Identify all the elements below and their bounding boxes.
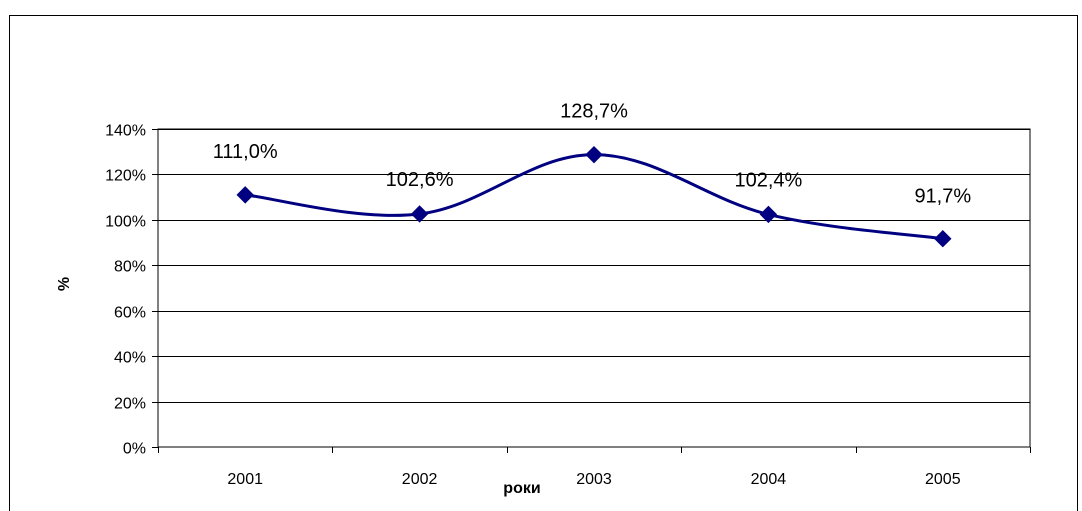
- data-point-marker: [759, 205, 778, 224]
- data-point-marker: [934, 230, 952, 248]
- y-tick-label: 100%: [105, 214, 146, 231]
- x-tick-label: 2003: [576, 471, 612, 488]
- axes: [152, 128, 1031, 453]
- y-tick-label: 120%: [105, 168, 146, 185]
- y-tick-label: 140%: [105, 123, 146, 140]
- x-tick-label: 2005: [925, 471, 961, 488]
- data-point-marker: [236, 186, 254, 204]
- y-axis-title: %: [56, 277, 73, 291]
- data-label: 91,7%: [914, 186, 971, 208]
- y-tick-label: 80%: [114, 259, 146, 276]
- y-tick-label: 60%: [114, 305, 146, 322]
- x-axis-title: роки: [503, 480, 540, 497]
- plot-area: [157, 128, 1031, 448]
- x-tick-label: 2002: [402, 471, 438, 488]
- y-tick-label: 40%: [114, 350, 146, 367]
- data-label: 102,4%: [734, 169, 802, 191]
- x-tick-label: 2004: [751, 471, 787, 488]
- y-tick-labels: 0% 20% 40% 60% 80% 100% 120% 140%: [105, 123, 146, 458]
- chart-border: [9, 15, 1078, 511]
- x-tick-label: 2001: [227, 471, 263, 488]
- y-tick-label: 0%: [123, 441, 146, 458]
- markers: [236, 145, 952, 248]
- data-point-marker: [410, 205, 429, 223]
- data-label: 111,0%: [213, 141, 278, 163]
- data-labels: 111,0% 102,6% 128,7% 102,4% 91,7%: [213, 101, 972, 208]
- data-label: 102,6%: [386, 169, 454, 191]
- y-tick-label: 20%: [114, 396, 146, 413]
- data-label: 128,7%: [560, 101, 628, 123]
- x-tick-labels: 2001 2002 2003 2004 2005: [227, 471, 960, 488]
- data-point-marker: [585, 145, 603, 164]
